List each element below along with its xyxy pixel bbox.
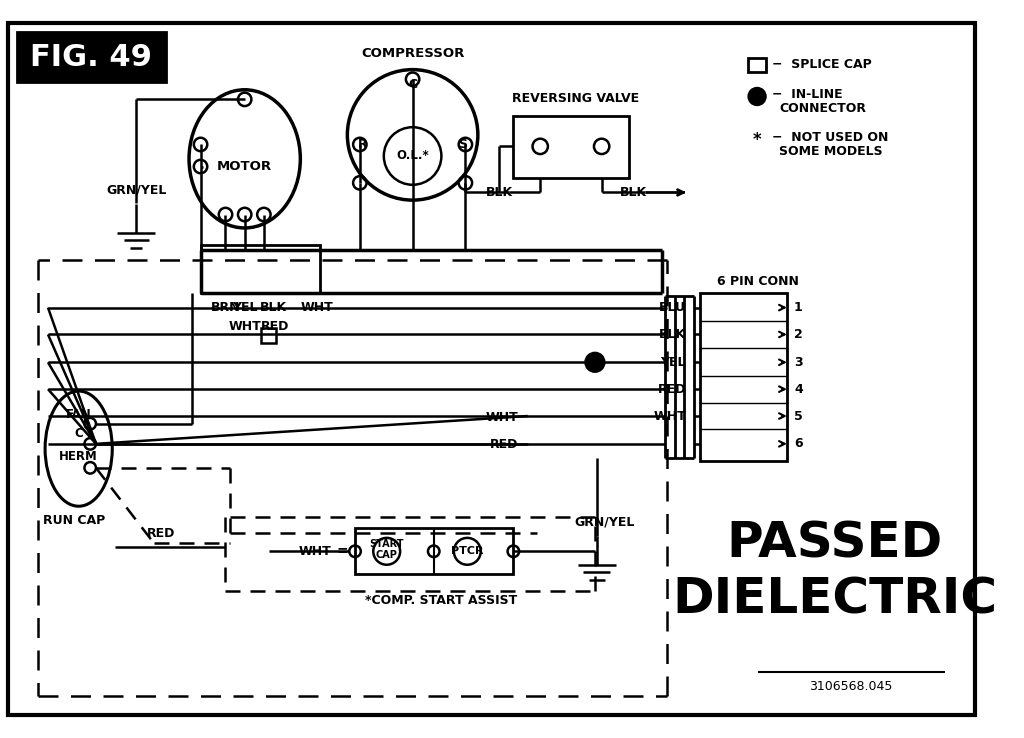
Bar: [355, 528, 513, 574]
Text: SOME MODELS: SOME MODELS: [779, 145, 883, 158]
Text: 3: 3: [794, 356, 803, 369]
Text: YEL: YEL: [660, 356, 686, 369]
Bar: [17, 32, 166, 82]
Text: BLK: BLK: [620, 186, 647, 199]
Text: FIG. 49: FIG. 49: [30, 43, 153, 72]
Text: −  SPLICE CAP: − SPLICE CAP: [772, 58, 872, 72]
Text: YEL: YEL: [231, 301, 257, 314]
Text: PASSED
DIELECTRIC: PASSED DIELECTRIC: [672, 520, 997, 624]
Circle shape: [749, 88, 766, 105]
Text: RED: RED: [261, 320, 290, 334]
Text: MOTOR: MOTOR: [217, 160, 272, 173]
Text: WHT: WHT: [228, 320, 261, 334]
Text: COMPRESSOR: COMPRESSOR: [360, 46, 464, 60]
Text: GRN/YEL: GRN/YEL: [574, 515, 635, 528]
Text: PTCR: PTCR: [451, 546, 483, 556]
Text: WHT: WHT: [298, 545, 331, 558]
Text: RED: RED: [657, 382, 686, 396]
Text: BLK: BLK: [485, 186, 513, 199]
Text: BLK: BLK: [659, 328, 686, 341]
Text: CONNECTOR: CONNECTOR: [779, 102, 866, 114]
Text: 4: 4: [794, 382, 803, 396]
Text: C: C: [75, 427, 83, 440]
Text: *COMP. START ASSIST: *COMP. START ASSIST: [366, 594, 517, 607]
Text: 6 PIN CONN: 6 PIN CONN: [717, 275, 799, 288]
Text: 6: 6: [794, 438, 803, 450]
Text: O.L.*: O.L.*: [396, 150, 429, 162]
Text: REVERSING VALVE: REVERSING VALVE: [512, 92, 639, 105]
Text: FAN: FAN: [66, 407, 91, 421]
Text: RED: RED: [147, 527, 175, 539]
Text: WHT: WHT: [300, 301, 333, 314]
Text: −  IN-LINE: − IN-LINE: [772, 88, 843, 101]
Bar: [700, 293, 786, 461]
Text: 5: 5: [794, 410, 803, 423]
Text: S: S: [458, 138, 467, 151]
Text: R: R: [358, 138, 368, 151]
Bar: [261, 328, 276, 343]
Text: 2: 2: [794, 328, 803, 341]
Text: C: C: [408, 78, 417, 92]
Text: WHT: WHT: [653, 410, 686, 423]
Text: BRN: BRN: [211, 301, 241, 314]
Text: RED: RED: [489, 438, 518, 452]
Text: −  NOT USED ON: − NOT USED ON: [772, 131, 889, 144]
Text: 1: 1: [794, 301, 803, 314]
Text: HERM: HERM: [59, 450, 98, 463]
Text: RUN CAP: RUN CAP: [43, 514, 105, 527]
Text: BLK: BLK: [260, 301, 287, 314]
Text: 3106568.045: 3106568.045: [809, 680, 893, 693]
Text: GRN/YEL: GRN/YEL: [106, 183, 167, 196]
Text: *: *: [753, 131, 762, 148]
Bar: [749, 58, 766, 72]
Bar: [201, 245, 319, 293]
Text: START
CAP: START CAP: [370, 539, 403, 560]
Text: WHT: WHT: [485, 412, 518, 424]
Circle shape: [586, 353, 604, 372]
Bar: [513, 116, 629, 178]
Text: BLU: BLU: [659, 301, 686, 314]
Text: =: =: [337, 545, 348, 559]
